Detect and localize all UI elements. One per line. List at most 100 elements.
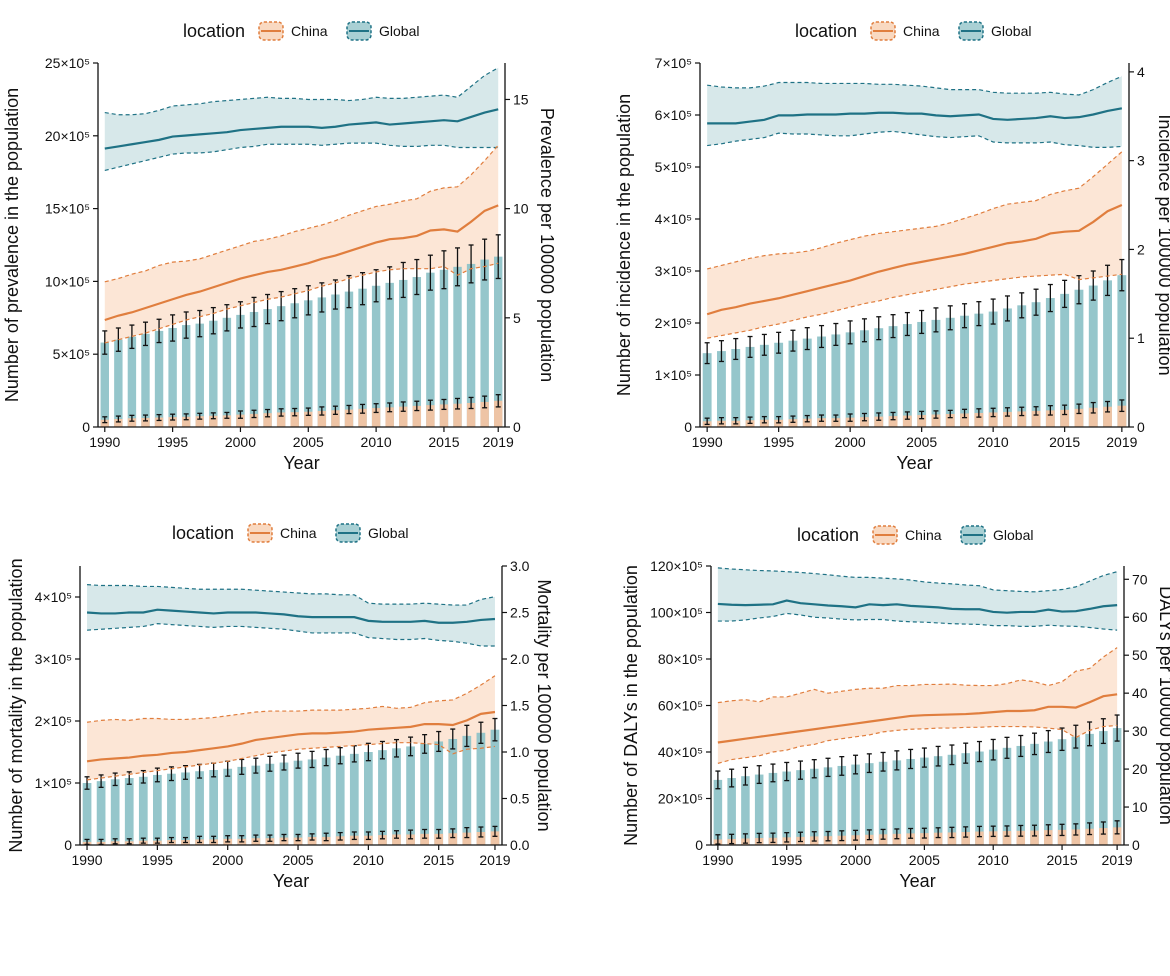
x-tick-label: 2000 [225,434,256,450]
errorbar-china-2011 [1004,407,1010,417]
bar-global-2006 [931,319,941,427]
bar-china-2014 [1045,410,1055,427]
bar-global-1991 [717,351,726,427]
global-ci-band [707,76,1122,148]
bar-global-2015 [1060,293,1070,427]
errorbar-global-2003 [894,750,900,771]
errorbar-china-1995 [776,415,782,424]
bar-china-2010 [988,412,998,427]
errorbar-china-2005 [295,833,301,842]
bar-global-1998 [823,767,833,845]
errorbar-china-2003 [894,828,900,840]
legend-title: location [183,21,245,41]
errorbar-global-2000 [853,754,859,775]
x-tick-label: 2015 [1049,434,1080,450]
bar-global-2016 [1074,289,1084,427]
bar-china-2005 [917,415,927,427]
bar-global-2000 [851,764,860,845]
y2-tick-label: 40 [1132,685,1148,701]
bar-china-2006 [933,832,943,845]
bar-china-2002 [874,416,884,427]
bar-global-1994 [138,776,148,845]
x-tick-label: 1995 [763,434,794,450]
y-tick-label: 80×10⁵ [658,651,703,667]
bar-global-2007 [331,294,340,427]
legend-label-china: China [903,23,940,39]
errorbar-china-2019 [492,825,498,837]
bar-global-2019 [1112,728,1122,845]
china-rate-line [104,204,499,322]
bar-global-2017 [1085,733,1094,845]
errorbar-china-2002 [265,408,271,418]
bar-china-1999 [222,415,232,427]
errorbar-china-2014 [1047,405,1053,416]
bar-global-1994 [759,344,769,427]
global-ci-band [717,567,1118,631]
global-rate-line [707,107,1123,125]
errorbar-china-2018 [1105,400,1111,413]
y2-tick-label: 10 [513,201,529,217]
errorbar-global-2007 [949,744,955,766]
bar-global-2019 [494,256,503,427]
errorbar-global-2017 [464,724,470,748]
bar-global-1990 [702,353,712,427]
errorbar-china-2019 [1119,399,1125,413]
bar-global-1993 [745,346,755,427]
bar-global-2012 [399,279,408,427]
errorbar-global-1995 [776,331,782,354]
bar-china-2014 [1044,830,1053,845]
bar-global-1990 [713,779,723,845]
errorbar-china-2006 [935,827,941,839]
errorbar-global-2013 [1033,288,1039,316]
legend-label-china: China [291,23,328,39]
errorbar-china-2007 [332,405,338,415]
y2-tick-label: 1 [1137,330,1145,346]
bar-china-2002 [263,413,272,427]
y-tick-label: 0 [82,419,90,435]
china-rate-line [717,693,1118,744]
x-tick-label: 1995 [157,434,188,450]
chart-panel-1: location China Global 0 5×10⁵ 10×10⁵ 15×10⁵ 20×… [2,21,557,473]
errorbar-china-2004 [908,827,914,839]
bar-global-2008 [344,291,354,427]
x-tick-label: 1990 [71,852,102,868]
bar-china-2019 [490,831,500,845]
chart-panel-2: location China Global 0 1×10⁵ 2×10⁵ 3×10⁵ 4×10⁵… [614,21,1170,473]
bar-china-2015 [1057,829,1067,845]
errorbar-global-2015 [1059,727,1065,752]
errorbar-global-2017 [468,244,474,284]
errorbar-china-2019 [1114,820,1120,835]
y-tick-label: 7×10⁵ [655,55,692,71]
bar-global-2002 [874,328,884,427]
legend-label-global: Global [368,525,408,541]
errorbar-global-1995 [784,761,790,782]
errorbar-global-2007 [323,748,329,767]
y2-tick-label: 1.0 [510,744,530,760]
bar-china-2017 [1088,407,1098,427]
bar-global-1992 [731,349,741,427]
errorbar-global-2018 [478,721,484,744]
errorbar-china-2015 [1062,404,1068,416]
errorbar-china-2006 [933,410,939,419]
bar-global-1994 [154,330,164,427]
legend: location China Global [795,21,1031,41]
bar-global-2015 [434,741,444,845]
errorbar-global-2009 [976,301,982,327]
bar-china-2019 [1117,405,1127,427]
legend-label-china: China [280,525,317,541]
x-tick-label: 2015 [428,434,459,450]
bar-global-1991 [96,781,106,845]
bar-china-2000 [236,414,245,427]
bar-china-2013 [412,405,422,427]
bar-global-2010 [988,311,998,427]
bar-china-2016 [448,833,458,845]
errorbar-china-1998 [825,830,831,842]
bar-global-2010 [988,749,998,845]
bar-global-2004 [279,762,289,845]
bar-global-2013 [1030,743,1039,845]
errorbar-china-2010 [990,825,996,838]
errorbar-china-2002 [880,828,886,840]
x-axis-label: Year [273,871,309,891]
errorbar-global-2016 [1076,275,1082,305]
y-axis-label: Number of incidence in the population [614,94,634,396]
